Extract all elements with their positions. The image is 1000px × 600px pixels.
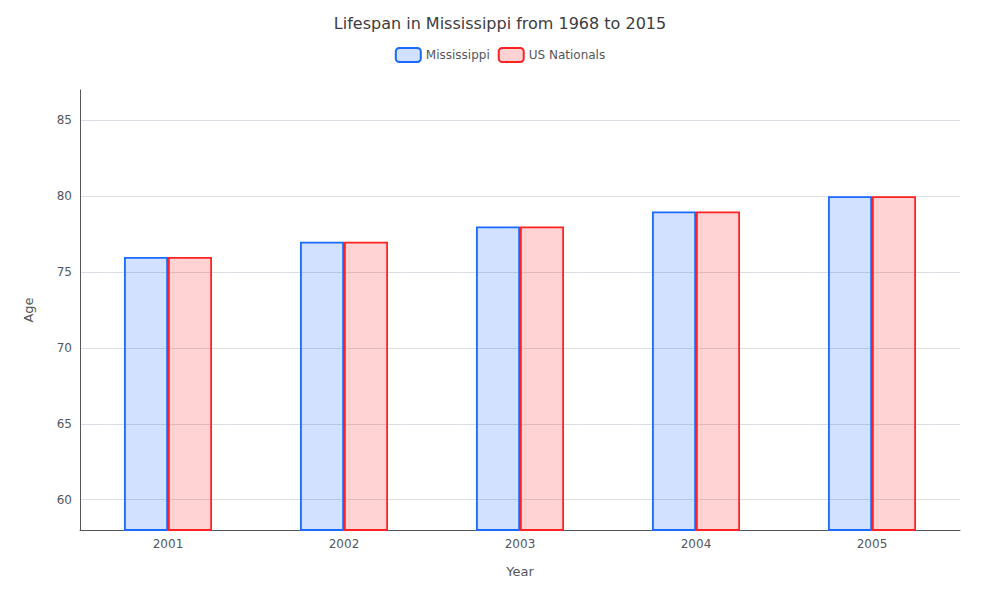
svg-text:Year: Year [505,564,534,579]
svg-text:70: 70 [57,341,72,355]
svg-text:80: 80 [57,189,72,203]
svg-text:65: 65 [57,417,72,431]
svg-text:75: 75 [57,265,72,279]
svg-text:2001: 2001 [153,537,184,551]
svg-text:85: 85 [57,113,72,127]
svg-text:2002: 2002 [329,537,360,551]
svg-text:2005: 2005 [857,537,888,551]
svg-text:Mississippi: Mississippi [426,48,490,62]
svg-text:Age: Age [21,297,36,322]
svg-text:2003: 2003 [505,537,536,551]
svg-text:US Nationals: US Nationals [529,48,605,62]
svg-text:60: 60 [57,493,72,507]
svg-text:2004: 2004 [681,537,712,551]
svg-text:Lifespan in Mississippi from 1: Lifespan in Mississippi from 1968 to 201… [334,14,666,33]
